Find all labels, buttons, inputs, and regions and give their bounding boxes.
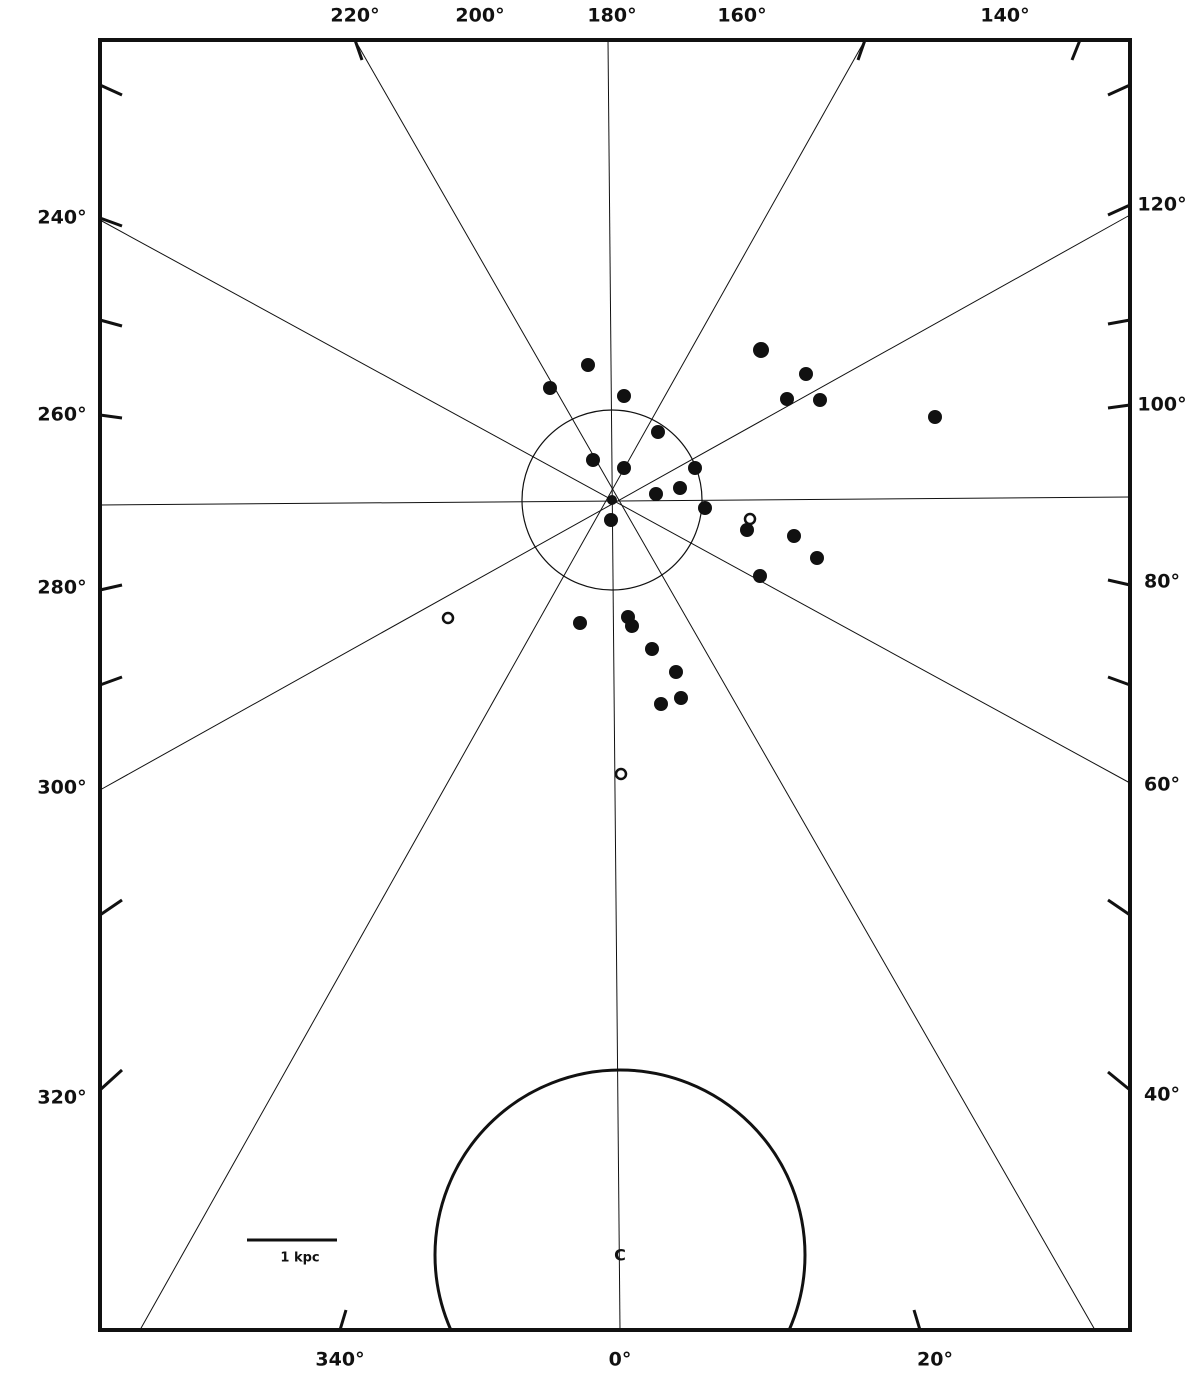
rays	[99, 39, 1131, 1331]
objects	[441, 342, 942, 781]
object	[617, 461, 631, 475]
longitude-label: 20°	[917, 1349, 953, 1371]
tick	[338, 1309, 348, 1331]
sun-circle	[521, 409, 703, 591]
tick	[856, 39, 867, 61]
open-object	[614, 767, 628, 781]
object	[645, 642, 659, 656]
longitude-label: 340°	[315, 1349, 364, 1371]
object	[617, 389, 631, 403]
object	[654, 697, 668, 711]
longitude-label: 220°	[330, 5, 379, 27]
tick	[99, 898, 123, 917]
center-label: C	[614, 1246, 626, 1265]
tick	[99, 675, 123, 687]
longitude-label: 260°	[37, 404, 86, 426]
longitude-label: 160°	[717, 5, 766, 27]
center-circle	[433, 1068, 807, 1330]
object	[780, 392, 794, 406]
object	[543, 381, 557, 395]
open-object	[441, 611, 455, 625]
longitude-label: 140°	[980, 5, 1029, 27]
object	[753, 569, 767, 583]
object	[669, 665, 683, 679]
tick	[99, 83, 123, 97]
object	[740, 523, 754, 537]
object	[674, 691, 688, 705]
object	[928, 410, 942, 424]
longitude-label: 80°	[1144, 571, 1180, 593]
object	[753, 342, 769, 358]
sun	[607, 495, 617, 505]
longitude-label: 280°	[37, 577, 86, 599]
object	[581, 358, 595, 372]
tick	[1107, 578, 1131, 587]
longitude-label: 320°	[37, 1087, 86, 1109]
frame	[98, 38, 1132, 1332]
tick	[99, 318, 123, 328]
tick	[99, 583, 123, 592]
object	[799, 367, 813, 381]
tick	[1107, 203, 1131, 217]
object	[813, 393, 827, 407]
longitude-label: 100°	[1137, 394, 1186, 416]
ray	[139, 39, 866, 1331]
object	[673, 481, 687, 495]
longitude-label: 120°	[1137, 194, 1186, 216]
tick	[353, 39, 364, 61]
tick	[98, 1068, 124, 1092]
scale-label: 1 kpc	[280, 1251, 319, 1266]
object	[651, 425, 665, 439]
object	[573, 616, 587, 630]
longitude-label: 40°	[1144, 1084, 1180, 1106]
object	[649, 487, 663, 501]
tick	[99, 216, 123, 228]
object	[698, 501, 712, 515]
ray	[607, 39, 621, 1331]
tick	[912, 1309, 922, 1331]
ray	[354, 39, 1096, 1331]
longitude-label: 200°	[455, 5, 504, 27]
longitude-label: 300°	[37, 777, 86, 799]
tick	[1107, 675, 1131, 687]
object	[688, 461, 702, 475]
tick	[1107, 1070, 1131, 1092]
object	[586, 453, 600, 467]
object	[810, 551, 824, 565]
object	[625, 619, 639, 633]
longitude-label: 180°	[587, 5, 636, 27]
object	[604, 513, 618, 527]
tick	[1070, 39, 1082, 61]
tick	[1107, 898, 1131, 917]
edge-ticks	[98, 39, 1131, 1331]
tick	[1107, 318, 1131, 326]
tick	[1107, 403, 1131, 410]
longitude-label: 0°	[609, 1349, 632, 1371]
longitude-label: 240°	[37, 207, 86, 229]
tick	[1107, 83, 1131, 97]
open-object	[743, 512, 757, 526]
longitude-label: 60°	[1144, 774, 1180, 796]
object	[787, 529, 801, 543]
tick	[99, 413, 123, 420]
